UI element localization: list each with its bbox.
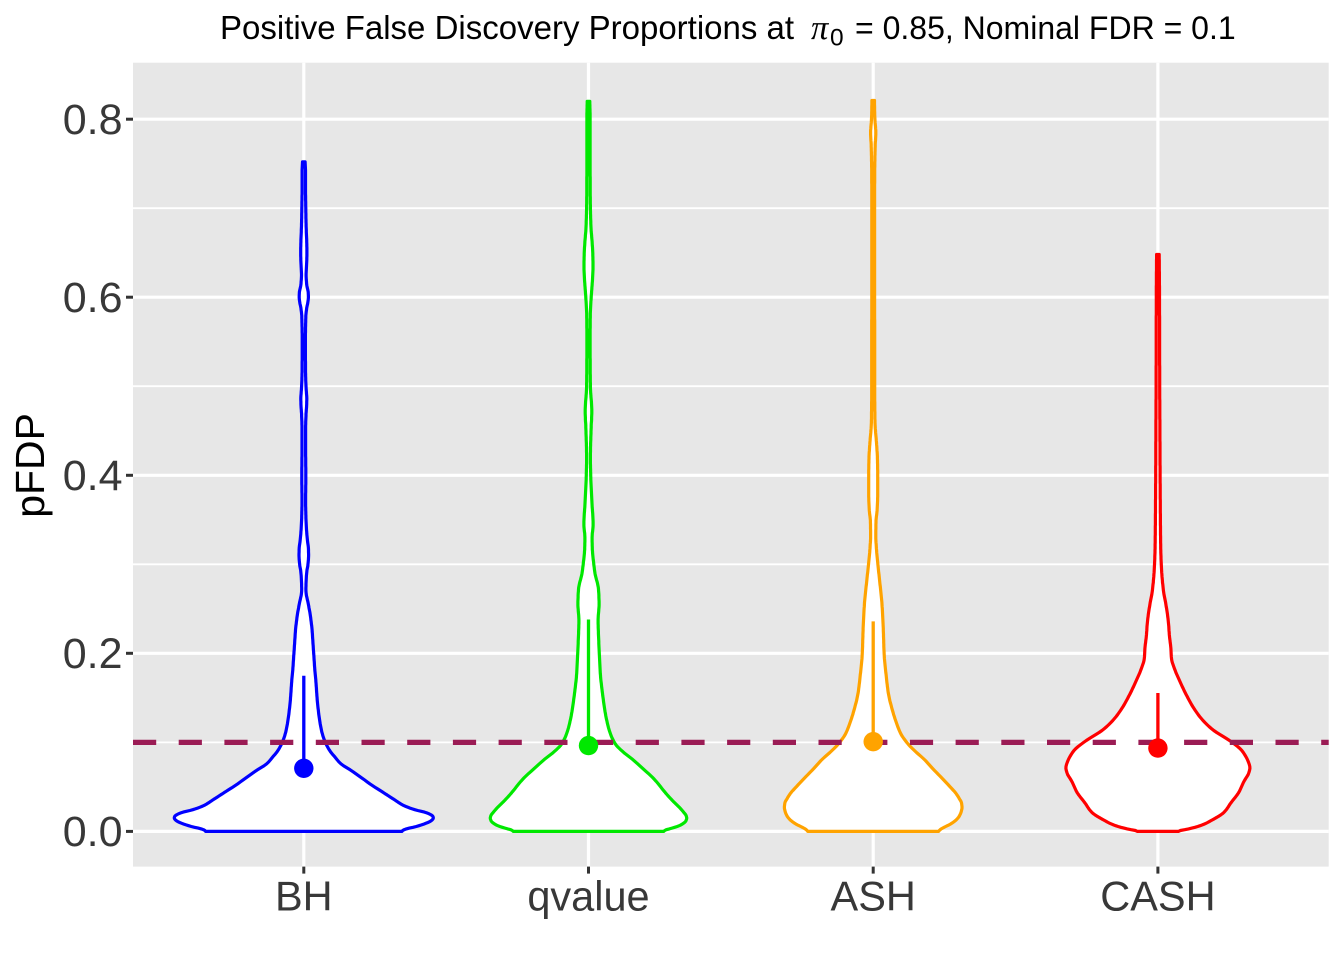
svg-text:qvalue: qvalue <box>527 873 649 920</box>
svg-text:0.2: 0.2 <box>63 630 123 678</box>
svg-text:ASH: ASH <box>831 873 916 920</box>
svg-text:0.4: 0.4 <box>63 452 123 500</box>
svg-text:pFDP: pFDP <box>7 413 53 518</box>
svg-text:0.0: 0.0 <box>63 808 123 856</box>
svg-text:BH: BH <box>275 873 333 920</box>
svg-text:0.6: 0.6 <box>63 274 123 322</box>
svg-text:Positive False Discovery Propo: Positive False Discovery Proportions at π… <box>220 9 1236 52</box>
svg-text:CASH: CASH <box>1100 873 1215 920</box>
svg-text:0.8: 0.8 <box>63 96 123 144</box>
